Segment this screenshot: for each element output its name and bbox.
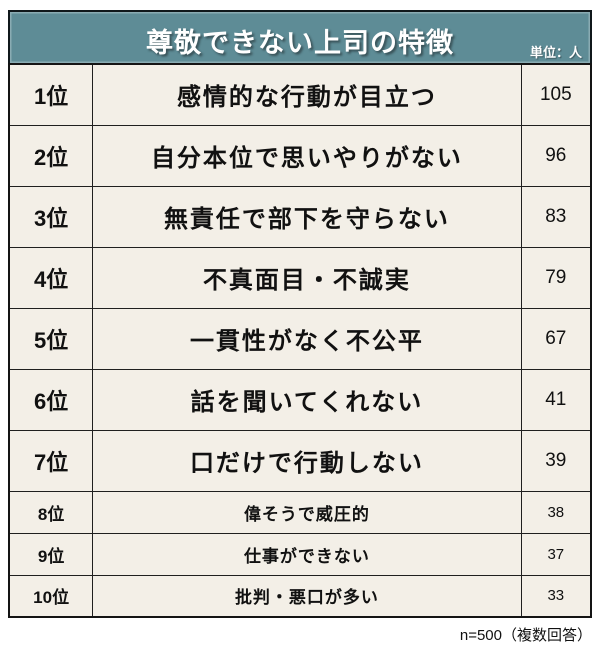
table-row: 5位 一貫性がなく不公平 67 — [8, 307, 592, 370]
rank-cell: 6位 — [8, 368, 94, 431]
feature-cell: 感情的な行動が目立つ — [92, 63, 522, 126]
count-cell: 105 — [520, 63, 592, 126]
feature-cell: 偉そうで威圧的 — [92, 490, 522, 534]
table-row: 9位 仕事ができない 37 — [8, 532, 592, 576]
feature-cell: 仕事ができない — [92, 532, 522, 576]
rank-cell: 1位 — [8, 63, 94, 126]
table-row: 8位 偉そうで威圧的 38 — [8, 490, 592, 534]
feature-cell: 批判・悪口が多い — [92, 574, 522, 618]
rank-cell: 3位 — [8, 185, 94, 248]
table-row: 1位 感情的な行動が目立つ 105 — [8, 63, 592, 126]
feature-cell: 無責任で部下を守らない — [92, 185, 522, 248]
table-title-banner: 尊敬できない上司の特徴 単位：人 — [8, 10, 592, 65]
feature-cell: 口だけで行動しない — [92, 429, 522, 492]
count-cell: 41 — [520, 368, 592, 431]
table-row: 3位 無責任で部下を守らない 83 — [8, 185, 592, 248]
count-cell: 67 — [520, 307, 592, 370]
table-row: 2位 自分本位で思いやりがない 96 — [8, 124, 592, 187]
sample-size-note: n=500（複数回答） — [459, 627, 592, 644]
rank-cell: 10位 — [8, 574, 94, 618]
count-cell: 79 — [520, 246, 592, 309]
count-cell: 33 — [520, 574, 592, 618]
rank-cell: 7位 — [8, 429, 94, 492]
table-row: 7位 口だけで行動しない 39 — [8, 429, 592, 492]
rank-cell: 2位 — [8, 124, 94, 187]
feature-cell: 話を聞いてくれない — [92, 368, 522, 431]
unit-label: 単位：人 — [529, 45, 582, 60]
count-cell: 39 — [520, 429, 592, 492]
rank-cell: 9位 — [8, 532, 94, 576]
count-cell: 37 — [520, 532, 592, 576]
page-title: 尊敬できない上司の特徴 — [146, 28, 454, 58]
count-cell: 96 — [520, 124, 592, 187]
table-row: 10位 批判・悪口が多い 33 — [8, 574, 592, 618]
table-row: 4位 不真面目・不誠実 79 — [8, 246, 592, 309]
ranking-table: 1位 感情的な行動が目立つ 105 2位 自分本位で思いやりがない 96 3位 … — [8, 63, 592, 618]
count-cell: 83 — [520, 185, 592, 248]
rank-cell: 5位 — [8, 307, 94, 370]
rank-cell: 8位 — [8, 490, 94, 534]
feature-cell: 不真面目・不誠実 — [92, 246, 522, 309]
feature-cell: 一貫性がなく不公平 — [92, 307, 522, 370]
table-row: 6位 話を聞いてくれない 41 — [8, 368, 592, 431]
count-cell: 38 — [520, 490, 592, 534]
feature-cell: 自分本位で思いやりがない — [92, 124, 522, 187]
rank-cell: 4位 — [8, 246, 94, 309]
